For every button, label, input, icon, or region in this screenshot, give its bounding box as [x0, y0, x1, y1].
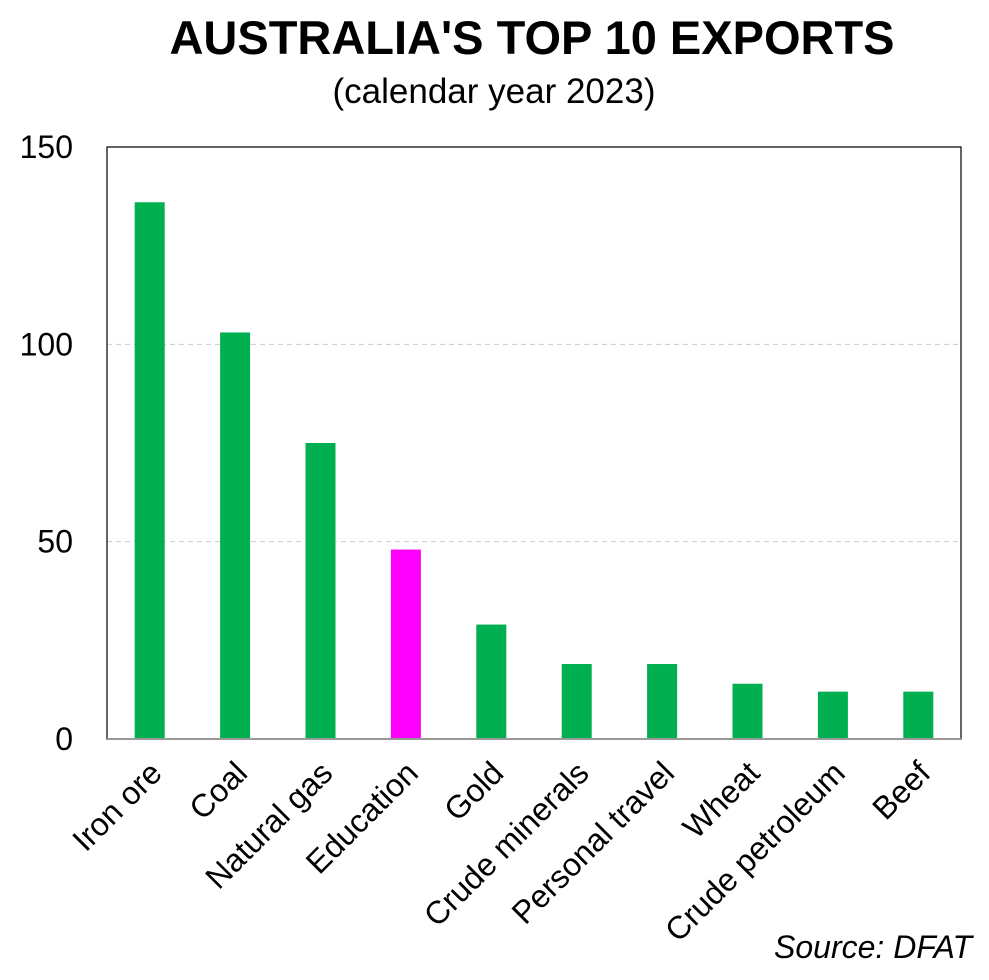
- y-tick-label: 0: [55, 721, 73, 757]
- gridlines: [107, 343, 961, 543]
- y-tick-label: 100: [20, 326, 73, 362]
- y-tick-label: 50: [37, 524, 73, 560]
- bar-iron-ore: [134, 202, 165, 740]
- bar-coal: [220, 332, 251, 739]
- bar-gold: [476, 624, 507, 739]
- y-tick-label: 150: [20, 129, 73, 165]
- bar-natural-gas: [305, 443, 336, 739]
- bar-beef: [903, 691, 934, 739]
- bar-education: [390, 549, 421, 739]
- bars: [134, 202, 934, 740]
- bar-personal-travel: [647, 664, 678, 739]
- y-axis-ticks: 0 50 100 150: [20, 129, 73, 757]
- x-tick-label: Gold: [437, 754, 510, 827]
- source-note: Source: DFAT: [774, 929, 974, 965]
- chart-title: AUSTRALIA'S TOP 10 EXPORTS: [169, 11, 894, 64]
- x-tick-label: Iron ore: [65, 754, 168, 857]
- bar-crude-petroleum: [817, 691, 848, 739]
- chart-subtitle: (calendar year 2023): [333, 72, 656, 111]
- x-tick-label: Beef: [865, 754, 937, 826]
- bar-crude-minerals: [561, 664, 592, 739]
- bar-wheat: [732, 683, 763, 739]
- x-tick-label: Coal: [182, 754, 254, 826]
